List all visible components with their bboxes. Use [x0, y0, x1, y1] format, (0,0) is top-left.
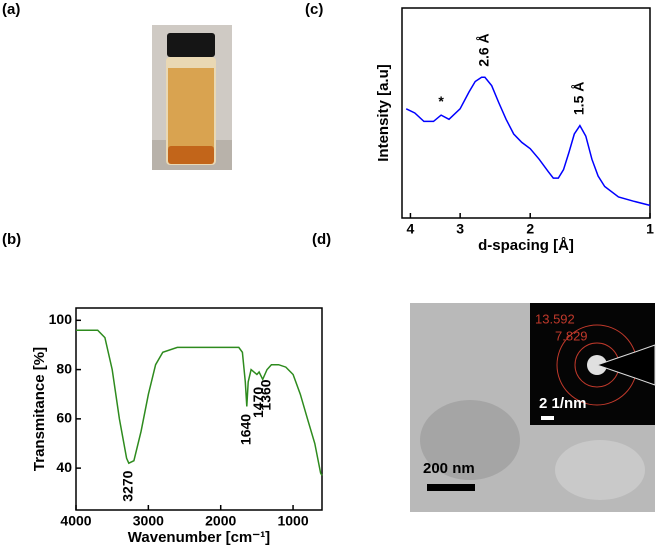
annotation: 1360	[258, 379, 274, 410]
panel-label: (b)	[2, 231, 21, 248]
x-axis-label: d-spacing [Å]	[478, 237, 574, 254]
annotation: 3270	[120, 470, 136, 501]
annotation: *	[438, 93, 444, 109]
inset-scale: 2 1/nm	[539, 395, 587, 412]
x-tick-label: 3	[456, 221, 464, 237]
x-tick-label: 2000	[205, 513, 236, 529]
panel-label: (d)	[312, 231, 331, 248]
x-axis-label: Wavenumber [cm⁻¹]	[128, 529, 270, 546]
vial-photo	[152, 25, 232, 170]
y-tick-label: 60	[56, 410, 72, 426]
ring-label: 13.592	[535, 311, 575, 326]
x-tick-label: 2	[526, 221, 534, 237]
x-tick-label: 4	[407, 221, 415, 237]
plot-frame	[401, 7, 651, 219]
x-tick-label: 1	[646, 221, 654, 237]
plot-frame	[75, 307, 323, 511]
panel-label: (a)	[2, 1, 20, 18]
annotation: 1.5 Å	[571, 82, 587, 115]
y-axis-label: Intensity [a.u]	[375, 64, 392, 162]
x-tick-label: 4000	[60, 513, 91, 529]
annotation: 1640	[237, 414, 253, 445]
y-tick-label: 100	[49, 311, 73, 327]
y-tick-label: 40	[56, 459, 72, 475]
scale-bar-label: 200 nm	[423, 460, 475, 477]
annotation: 1470	[250, 387, 266, 418]
panel-label: (c)	[305, 1, 323, 18]
tem-image	[410, 303, 656, 512]
ring-label: 7.829	[555, 328, 588, 343]
series-line	[405, 76, 651, 207]
x-tick-label: 1000	[277, 513, 308, 529]
x-tick-label: 3000	[133, 513, 164, 529]
series-line	[76, 329, 323, 476]
y-axis-label: Transmitance [%]	[31, 347, 48, 471]
annotation: 2.6 Å	[476, 33, 492, 66]
y-tick-label: 80	[56, 360, 72, 376]
